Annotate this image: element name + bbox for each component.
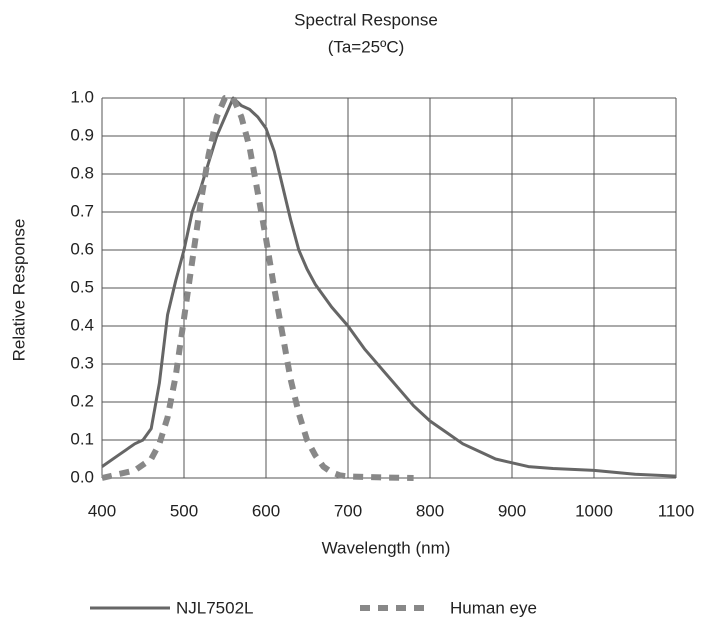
y-tick-label: 0.0 bbox=[70, 467, 94, 486]
y-tick-label: 0.7 bbox=[70, 201, 94, 220]
chart-title: Spectral Response bbox=[294, 10, 438, 29]
x-tick-label: 800 bbox=[416, 501, 444, 520]
series-line bbox=[101, 95, 414, 481]
y-tick-label: 0.4 bbox=[70, 315, 94, 334]
legend-label: Human eye bbox=[450, 598, 537, 617]
x-tick-label: 600 bbox=[252, 501, 280, 520]
y-tick-label: 0.5 bbox=[70, 277, 94, 296]
y-tick-label: 0.8 bbox=[70, 163, 94, 182]
x-tick-label: 700 bbox=[334, 501, 362, 520]
series-line bbox=[101, 96, 677, 478]
x-tick-label: 900 bbox=[498, 501, 526, 520]
y-tick-label: 0.3 bbox=[70, 353, 94, 372]
legend-label: NJL7502L bbox=[176, 598, 254, 617]
x-axis-label: Wavelength (nm) bbox=[322, 538, 451, 557]
y-tick-label: 0.9 bbox=[70, 125, 94, 144]
y-tick-label: 0.6 bbox=[70, 239, 94, 258]
y-axis-label: Relative Response bbox=[9, 219, 28, 362]
y-tick-label: 1.0 bbox=[70, 87, 94, 106]
y-tick-label: 0.1 bbox=[70, 429, 94, 448]
x-tick-label: 400 bbox=[88, 501, 116, 520]
chart-subtitle: (Ta=25ºC) bbox=[328, 37, 405, 56]
x-tick-label: 1000 bbox=[575, 501, 613, 520]
x-tick-label: 1100 bbox=[658, 501, 695, 520]
x-tick-label: 500 bbox=[170, 501, 198, 520]
y-tick-label: 0.2 bbox=[70, 391, 94, 410]
